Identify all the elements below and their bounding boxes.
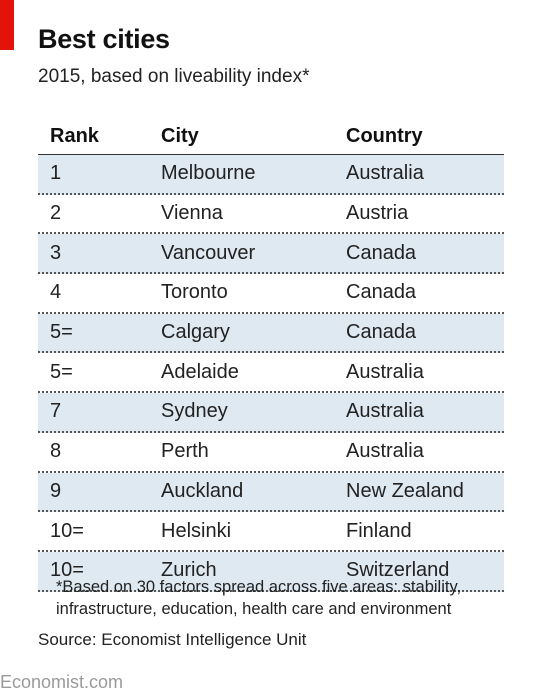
- city-cell: Melbourne: [161, 162, 256, 185]
- country-cell: Switzerland: [346, 559, 450, 582]
- country-cell: Canada: [346, 241, 417, 264]
- rank-cell: 8: [50, 440, 62, 463]
- city-cell: Helsinki: [161, 519, 232, 542]
- rank-cell: 5=: [50, 321, 73, 344]
- header-country: Country: [346, 124, 423, 147]
- chart-subtitle: 2015, based on liveability index*: [38, 66, 310, 87]
- country-cell: Australia: [346, 162, 424, 185]
- table-row: 10= Helsinki Finland: [38, 512, 504, 552]
- country-cell: Finland: [346, 519, 412, 542]
- rank-cell: 2: [50, 202, 62, 225]
- watermark: Economist.com: [0, 672, 124, 692]
- city-cell: Vancouver: [161, 241, 256, 264]
- country-cell: New Zealand: [346, 479, 464, 502]
- rankings-table: Rank City Country 1 Melbourne Australia 2 Vi…: [38, 118, 504, 592]
- table-header: Rank City Country: [38, 118, 504, 155]
- city-cell: Auckland: [161, 479, 244, 502]
- table-row: 7 Sydney Australia: [38, 393, 504, 433]
- header-city: City: [161, 124, 199, 147]
- table-row: 5= Calgary Canada: [38, 313, 504, 354]
- city-cell: Sydney: [161, 400, 228, 423]
- brand-red-tag: [0, 0, 14, 50]
- source-note: Source: Economist Intelligence Unit: [38, 630, 307, 649]
- footnote-line-2: infrastructure, education, health care a…: [56, 600, 452, 618]
- table-row: 4 Toronto Canada: [38, 274, 504, 314]
- rank-cell: 3: [50, 241, 62, 264]
- footnote: *Based on 30 factors spread across five …: [56, 576, 526, 620]
- table-row: 5= Adelaide Australia: [38, 353, 504, 394]
- country-cell: Canada: [346, 281, 417, 304]
- city-cell: Perth: [161, 440, 209, 463]
- rank-cell: 10=: [50, 519, 84, 542]
- rank-cell: 1: [50, 162, 62, 185]
- header-rank: Rank: [50, 124, 99, 147]
- city-cell: Calgary: [161, 321, 230, 344]
- rank-cell: 9: [50, 479, 62, 502]
- country-cell: Canada: [346, 321, 417, 344]
- table-row: 3 Vancouver Canada: [38, 234, 504, 275]
- table-row: 1 Melbourne Australia: [38, 155, 504, 195]
- rank-cell: 5=: [50, 360, 73, 383]
- city-cell: Toronto: [161, 281, 228, 304]
- country-cell: Australia: [346, 360, 424, 383]
- table-row: 10= Zurich Switzerland: [38, 551, 504, 592]
- table-row: 8 Perth Australia: [38, 433, 504, 473]
- table-row: 9 Auckland New Zealand: [38, 472, 504, 513]
- rank-cell: 7: [50, 400, 62, 423]
- city-cell: Adelaide: [161, 360, 239, 383]
- country-cell: Australia: [346, 440, 424, 463]
- table-row: 2 Vienna Austria: [38, 195, 504, 235]
- rank-cell: 10=: [50, 559, 84, 582]
- country-cell: Austria: [346, 202, 409, 225]
- footnote-line-1: *Based on 30 factors spread across five …: [56, 578, 462, 596]
- rank-cell: 4: [50, 281, 62, 304]
- country-cell: Australia: [346, 400, 424, 423]
- city-cell: Vienna: [161, 202, 223, 225]
- city-cell: Zurich: [161, 559, 217, 582]
- chart-title: Best cities: [38, 24, 170, 54]
- table-body: 1 Melbourne Australia 2 Vienna Austria 3 Vancou…: [38, 155, 504, 592]
